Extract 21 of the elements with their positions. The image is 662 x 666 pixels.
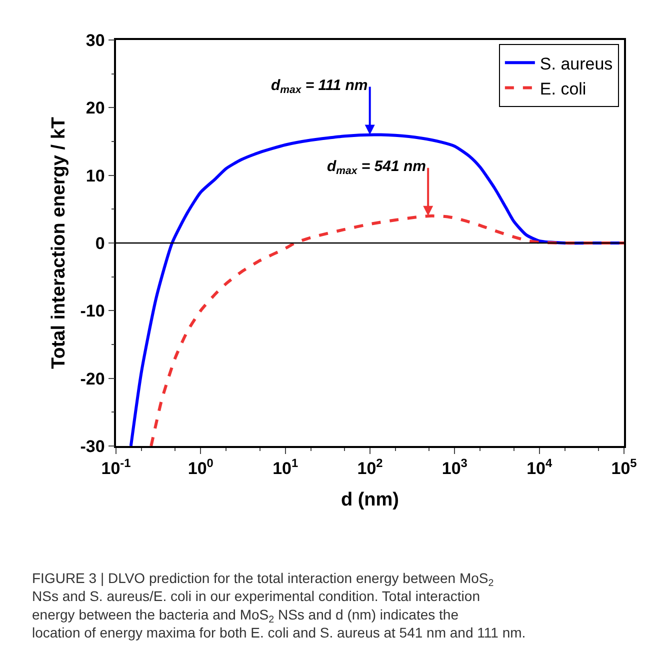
legend-label: E. coli — [540, 79, 586, 98]
annotation: d$_{max}$ = 541 nm — [327, 158, 426, 178]
x-axis-title: d (nm) — [340, 489, 400, 510]
y-tick-label: 20 — [86, 98, 105, 118]
caption: FIGURE 3 | DLVO prediction for the total interaction energy between MoS$_{2}$ NSs and S. aureus/E. coli in our experimental condition. Total interaction energy between the bacteria and MoS$_{2}$ NSs and d (nm) indicates the location of energy maxima for both E. coli and S. aureus at 541 nm and 111 nm. — [32, 570, 526, 641]
x-tick-label: 10$^{2}$ — [357, 456, 384, 478]
y-axis-title: Total interaction energy / kT — [48, 116, 70, 369]
x-tick-label: 10$^{5}$ — [611, 456, 638, 478]
y-tick-label: -20 — [80, 369, 105, 388]
x-tick-label: 10$^{4}$ — [526, 456, 552, 478]
x-tick-label: 10$^{1}$ — [272, 456, 298, 478]
x-tick-label: 10$^{-1}$ — [101, 456, 132, 478]
y-tick-label: -30 — [80, 436, 105, 456]
x-tick-label: 10$^{0}$ — [188, 456, 214, 478]
y-tick-label: -10 — [80, 302, 105, 321]
y-tick-label: 10 — [86, 166, 105, 186]
legend-label: S. aureus — [540, 54, 613, 74]
x-tick-label: 10$^{3}$ — [442, 456, 468, 478]
y-tick-label: 0 — [95, 234, 105, 253]
annotation: d$_{max}$ = 111 nm — [271, 77, 368, 96]
y-tick-label: 30 — [86, 30, 105, 50]
